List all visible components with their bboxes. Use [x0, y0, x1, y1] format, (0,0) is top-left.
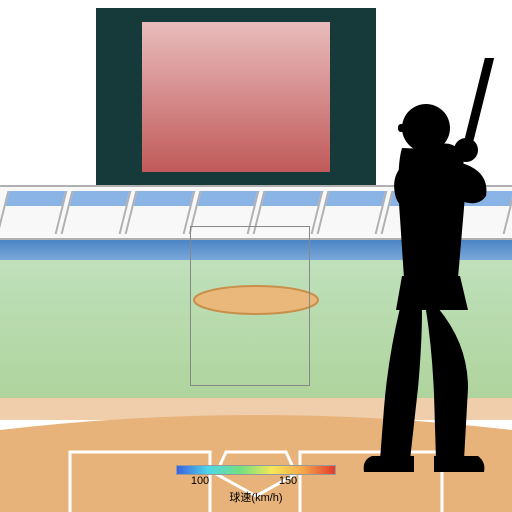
strike-zone-box — [190, 226, 310, 386]
speed-legend-tick: 100 — [191, 475, 209, 487]
speed-legend-label: 球速(km/h) — [176, 489, 336, 505]
speed-legend: 100 150 球速(km/h) — [176, 465, 336, 505]
speed-legend-ticks: 100 150 — [176, 475, 336, 489]
speed-legend-gradient — [176, 465, 336, 475]
batter-silhouette — [318, 58, 512, 498]
pitch-chart-canvas: 100 150 球速(km/h) — [0, 0, 512, 512]
speed-legend-tick: 150 — [279, 475, 297, 487]
